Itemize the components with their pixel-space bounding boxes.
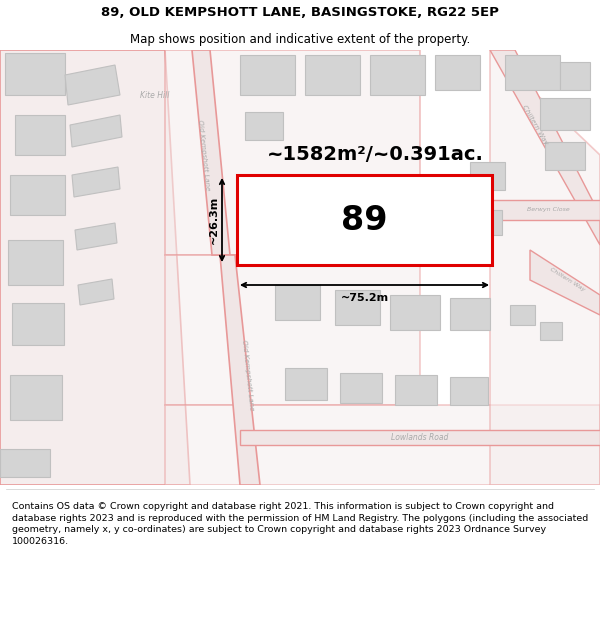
Polygon shape <box>78 279 114 305</box>
Text: Old Kempshott Lane: Old Kempshott Lane <box>241 339 255 411</box>
Bar <box>285 368 327 400</box>
Bar <box>505 55 560 90</box>
Bar <box>305 55 360 95</box>
Polygon shape <box>165 255 420 405</box>
Polygon shape <box>75 223 117 250</box>
Text: Chiltern Way: Chiltern Way <box>548 268 586 292</box>
Text: ~1582m²/~0.391ac.: ~1582m²/~0.391ac. <box>266 146 484 164</box>
Bar <box>540 98 590 130</box>
Text: 89: 89 <box>341 204 388 236</box>
Polygon shape <box>70 115 122 147</box>
Bar <box>240 55 295 95</box>
Polygon shape <box>490 50 600 245</box>
Text: Lowlands Road: Lowlands Road <box>391 434 449 442</box>
Bar <box>245 112 283 140</box>
Bar <box>237 175 492 265</box>
Bar <box>10 375 62 420</box>
Text: Old Kempshott Lane: Old Kempshott Lane <box>197 119 211 191</box>
Bar <box>545 142 585 170</box>
Polygon shape <box>192 50 230 255</box>
Polygon shape <box>72 167 120 197</box>
Bar <box>560 62 590 90</box>
Text: 89, OLD KEMPSHOTT LANE, BASINGSTOKE, RG22 5EP: 89, OLD KEMPSHOTT LANE, BASINGSTOKE, RG2… <box>101 6 499 19</box>
Bar <box>470 162 505 190</box>
Bar <box>10 175 65 215</box>
Text: ~75.2m: ~75.2m <box>340 293 389 303</box>
Polygon shape <box>490 50 600 485</box>
Text: Map shows position and indicative extent of the property.: Map shows position and indicative extent… <box>130 32 470 46</box>
Bar <box>540 322 562 340</box>
Bar <box>12 303 64 345</box>
Text: Berwyn Close: Berwyn Close <box>527 208 569 212</box>
Polygon shape <box>0 50 190 485</box>
Text: Kite Hill: Kite Hill <box>140 91 170 99</box>
Bar <box>0 449 50 477</box>
Bar <box>335 290 380 325</box>
Bar <box>8 240 63 285</box>
Bar <box>370 55 425 95</box>
Text: Chiltern Way: Chiltern Way <box>521 104 549 146</box>
Bar <box>395 375 437 405</box>
Bar <box>450 377 488 405</box>
Bar <box>340 373 382 403</box>
Polygon shape <box>530 250 600 315</box>
Polygon shape <box>165 405 600 485</box>
Polygon shape <box>240 430 600 445</box>
Text: Contains OS data © Crown copyright and database right 2021. This information is : Contains OS data © Crown copyright and d… <box>12 502 588 546</box>
Bar <box>15 115 65 155</box>
Bar <box>435 55 480 90</box>
Polygon shape <box>165 50 420 255</box>
Bar <box>470 210 502 235</box>
Bar <box>390 295 440 330</box>
Text: ~26.3m: ~26.3m <box>209 196 219 244</box>
Polygon shape <box>490 200 600 220</box>
Polygon shape <box>65 65 120 105</box>
Bar <box>275 285 320 320</box>
Bar <box>510 305 535 325</box>
Polygon shape <box>220 255 260 485</box>
Bar <box>450 298 490 330</box>
Bar <box>5 53 65 95</box>
